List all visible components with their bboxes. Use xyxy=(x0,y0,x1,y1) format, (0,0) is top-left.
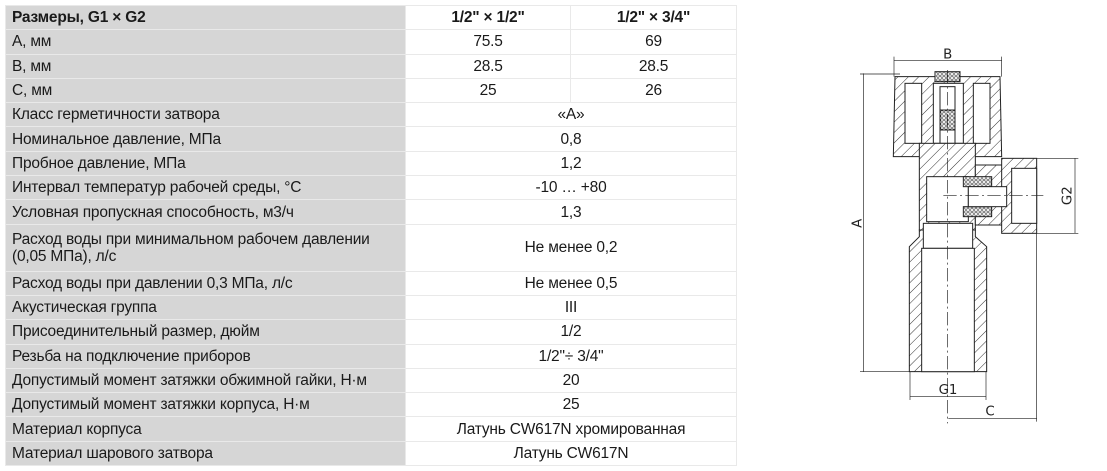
row-value: 1,3 xyxy=(405,199,737,225)
table-row: Резьба на подключение приборов 1/2"÷ 3/4" xyxy=(5,343,737,369)
dimension-c-label: C xyxy=(985,405,994,420)
row-label: Расход воды при минимальном рабочем давл… xyxy=(5,223,406,272)
row-value: 26 xyxy=(570,77,737,104)
row-value: 25 xyxy=(405,77,571,104)
row-label: Пробное давление, МПа xyxy=(5,150,406,177)
table-row: A, мм 75.5 69 xyxy=(5,29,737,55)
row-value: 75.5 xyxy=(405,29,571,55)
row-label: Материал шарового затвора xyxy=(5,440,406,467)
table-row: B, мм 28.5 28.5 xyxy=(5,53,737,79)
row-label: C, мм xyxy=(5,77,406,104)
dimension-g1-label: G1 xyxy=(939,383,958,398)
table-row: Условная пропускная способность, м3/ч 1,3 xyxy=(5,199,737,225)
table-row: Допустимый момент затяжки корпуса, Н·м 25 xyxy=(5,392,737,418)
dimension-g2-label: G2 xyxy=(1061,186,1076,205)
row-value: 25 xyxy=(405,392,737,418)
table-row: Материал корпуса Латунь CW617N хромирован… xyxy=(5,416,737,442)
row-value: Не менее 0,2 xyxy=(405,223,737,272)
row-label: Допустимый момент затяжки обжимной гайки… xyxy=(5,367,406,394)
row-label: Присоединительный размер, дюйм xyxy=(5,319,406,345)
center-lines xyxy=(943,70,1044,424)
row-value: III xyxy=(405,294,737,321)
dimension-a-label: A xyxy=(851,219,866,228)
dimension-b-label: B xyxy=(943,47,952,62)
row-value: 20 xyxy=(405,367,737,394)
row-label: Акустическая группа xyxy=(5,294,406,321)
dimension-lines xyxy=(860,56,1079,422)
row-value: -10 … +80 xyxy=(405,175,737,201)
header-label: Размеры, G1 × G2 xyxy=(5,4,406,31)
row-label: Условная пропускная способность, м3/ч xyxy=(5,199,406,225)
row-value: Латунь CW617N xyxy=(405,440,737,467)
valve-body xyxy=(892,71,1038,373)
row-label: A, мм xyxy=(5,29,406,55)
table-row: Номинальное давление, МПа 0,8 xyxy=(5,126,737,152)
row-label: B, мм xyxy=(5,53,406,79)
specs-table: Размеры, G1 × G2 1/2" × 1/2" 1/2" × 3/4"… xyxy=(5,4,737,467)
row-value: 28.5 xyxy=(570,53,737,79)
header-col1: 1/2" × 1/2" xyxy=(405,4,571,31)
row-value: «А» xyxy=(405,102,737,128)
row-label: Номинальное давление, МПа xyxy=(5,126,406,152)
row-value: 0,8 xyxy=(405,126,737,152)
table-row: Расход воды при минимальном рабочем давл… xyxy=(5,223,737,272)
row-label: Расход воды при давлении 0,3 МПа, л/с xyxy=(5,270,406,296)
table-row: Интервал температур рабочей среды, °С -10… xyxy=(5,175,737,201)
row-label: Резьба на подключение приборов xyxy=(5,343,406,369)
row-label: Допустимый момент затяжки корпуса, Н·м xyxy=(5,392,406,418)
table-row: Материал шарового затвора Латунь CW617N xyxy=(5,440,737,467)
valve-technical-drawing: B A G2 G1 C xyxy=(851,47,1079,424)
row-value: Латунь CW617N хромированная xyxy=(405,416,737,442)
row-value: 1/2"÷ 3/4" xyxy=(405,343,737,369)
row-value: 28.5 xyxy=(405,53,571,79)
table-row: Расход воды при давлении 0,3 МПа, л/с Не … xyxy=(5,270,737,296)
table-header-row: Размеры, G1 × G2 1/2" × 1/2" 1/2" × 3/4" xyxy=(5,4,737,31)
row-label: Интервал температур рабочей среды, °С xyxy=(5,175,406,201)
row-label: Материал корпуса xyxy=(5,416,406,442)
table-row: Присоединительный размер, дюйм 1/2 xyxy=(5,319,737,345)
table-row: C, мм 25 26 xyxy=(5,77,737,104)
row-value: Не менее 0,5 xyxy=(405,270,737,296)
table-row: Класс герметичности затвора «А» xyxy=(5,102,737,128)
row-label: Класс герметичности затвора xyxy=(5,102,406,128)
row-value: 1/2 xyxy=(405,319,737,345)
header-col2: 1/2" × 3/4" xyxy=(570,4,737,31)
row-value: 69 xyxy=(570,29,737,55)
table-row: Допустимый момент затяжки обжимной гайки… xyxy=(5,367,737,394)
table-row: Акустическая группа III xyxy=(5,294,737,321)
table-row: Пробное давление, МПа 1,2 xyxy=(5,150,737,177)
row-value: 1,2 xyxy=(405,150,737,177)
